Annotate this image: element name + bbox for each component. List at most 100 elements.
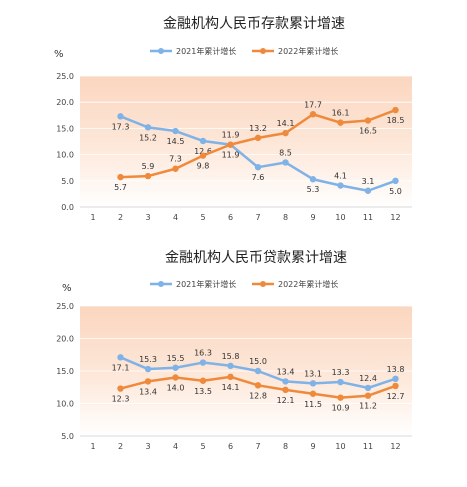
plot-area: 0.05.010.015.020.025.01 2 3 4 5 6 7 8 9 10 11 1217.… (56, 72, 412, 222)
data-point (309, 380, 317, 387)
data-point (282, 378, 289, 385)
data-point (282, 386, 289, 394)
unit-label: % (54, 49, 64, 60)
data-label: 11.5 (304, 400, 322, 409)
data-label: 13.5 (194, 387, 212, 396)
data-point (309, 390, 317, 397)
data-label: 12.8 (249, 391, 267, 400)
data-label: 15.8 (222, 352, 240, 361)
data-point (364, 117, 372, 124)
legend: 2021年累计增长 2022年累计增长 (150, 46, 338, 56)
data-point (254, 367, 262, 375)
data-point (144, 365, 152, 373)
x-tick-label: 10 (335, 442, 345, 451)
legend-label-2021: 2021年累计增长 (176, 46, 236, 56)
data-point (337, 378, 344, 386)
x-tick-label: 7 (255, 442, 260, 451)
data-label: 16.3 (194, 349, 212, 358)
deposit-growth-chart: 金融机构人民币存款累计增速 % 2021年累计增长 2022年累计增长 0.0 5… (54, 16, 412, 222)
x-tick-label: 12 (390, 442, 400, 451)
data-label: 14.1 (222, 383, 240, 392)
legend-marker-2021 (158, 48, 164, 54)
data-label: 16.1 (332, 109, 350, 118)
data-point (392, 375, 399, 382)
data-label: 7.6 (252, 173, 265, 182)
data-point (309, 176, 317, 183)
unit-label: % (62, 283, 72, 294)
x-tick-label: 11 (363, 213, 373, 222)
y-tick-label: 0.0 (61, 203, 74, 212)
data-point (309, 111, 317, 118)
x-tick-label: 9 (310, 442, 315, 451)
x-tick-label: 3 (145, 442, 150, 451)
data-label: 13.4 (277, 367, 295, 376)
loan-growth-chart: 金融机构人民币贷款累计增速 % 2021年累计增长 2022年累计增长 5.0 1… (56, 250, 412, 451)
x-tick-label: 10 (335, 213, 345, 222)
data-label: 14.5 (167, 137, 185, 146)
data-label: 5.9 (142, 162, 155, 171)
x-tick-label: 7 (255, 213, 260, 222)
plot-area: 5.010.015.020.025.01 2 3 4 5 6 7 8 9 10 11 1217.115… (56, 302, 412, 451)
data-label: 12.6 (194, 147, 212, 156)
data-point (117, 385, 124, 392)
data-label: 15.0 (249, 357, 267, 366)
y-tick-label: 10.0 (56, 151, 74, 160)
data-label: 12.3 (112, 395, 130, 404)
data-point (172, 374, 179, 381)
data-point (172, 364, 179, 371)
data-point (337, 182, 344, 189)
chart-title: 金融机构人民币贷款累计增速 (165, 250, 347, 266)
x-tick-label: 11 (363, 442, 373, 451)
data-point (282, 129, 289, 137)
x-tick-label: 3 (145, 213, 150, 222)
x-tick-label: 12 (390, 213, 400, 222)
data-label: 15.2 (139, 133, 157, 142)
data-label: 3.1 (362, 177, 375, 186)
data-label: 9.8 (197, 162, 210, 171)
data-label: 16.5 (359, 127, 377, 136)
data-label: 10.9 (332, 404, 350, 413)
data-point (282, 159, 289, 166)
data-label: 15.5 (167, 354, 185, 363)
x-tick-label: 6 (228, 442, 233, 451)
data-point (364, 392, 372, 399)
x-tick-label: 5 (200, 442, 205, 451)
legend: 2021年累计增长 2022年累计增长 (150, 279, 338, 289)
legend-marker-2022 (260, 48, 266, 54)
data-point (172, 127, 179, 135)
data-label: 13.4 (139, 387, 157, 396)
x-tick-label: 1 (90, 213, 95, 222)
data-label: 13.1 (304, 369, 322, 378)
data-point (392, 106, 399, 114)
data-point (144, 378, 152, 385)
data-point (254, 382, 262, 389)
data-label: 11.2 (359, 402, 377, 411)
data-point (364, 187, 372, 194)
data-point (337, 394, 344, 401)
y-tick-label: 5.0 (61, 177, 74, 186)
data-label: 8.5 (279, 148, 292, 157)
y-tick-label: 20.0 (56, 98, 74, 107)
data-label: 12.1 (277, 396, 295, 405)
data-point (117, 173, 124, 181)
legend-marker-2021 (158, 281, 164, 287)
legend-label-2022: 2022年累计增长 (278, 46, 338, 56)
x-tick-label: 5 (200, 213, 205, 222)
x-tick-label: 9 (310, 213, 315, 222)
data-point (364, 384, 372, 392)
data-label: 12.4 (359, 374, 377, 383)
data-point (144, 124, 152, 131)
data-point (392, 382, 399, 390)
legend-label-2022: 2022年累计增长 (278, 279, 338, 289)
data-point (227, 362, 234, 369)
data-label: 4.1 (334, 172, 347, 181)
data-point (392, 177, 399, 184)
legend-marker-2022 (260, 281, 266, 287)
data-point (199, 137, 207, 145)
y-tick-label: 25.0 (56, 302, 74, 311)
x-tick-label: 8 (283, 442, 288, 451)
x-tick-label: 2 (118, 442, 123, 451)
data-label: 14.0 (167, 384, 185, 393)
y-tick-label: 15.0 (56, 124, 74, 133)
x-tick-label: 4 (173, 213, 178, 222)
